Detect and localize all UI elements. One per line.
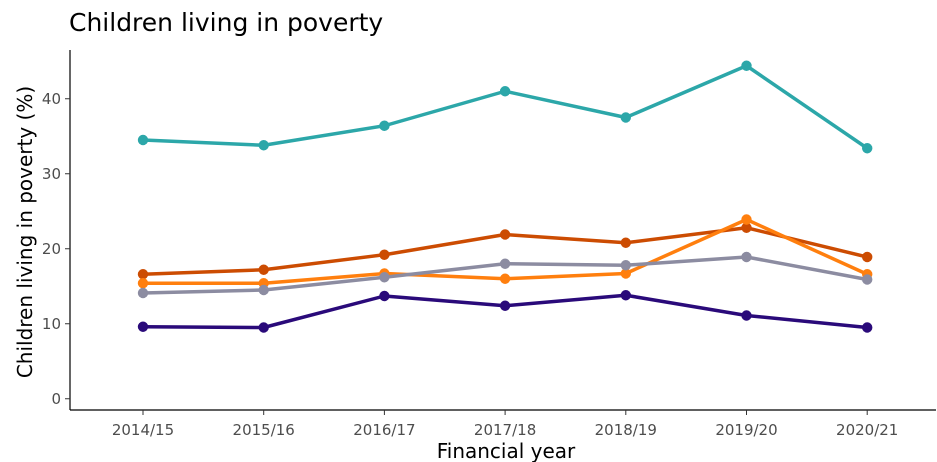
data-point-series-5 <box>137 321 149 332</box>
data-point-series-4 <box>741 251 752 263</box>
data-point-series-1 <box>741 60 752 71</box>
data-point-series-2 <box>379 249 390 260</box>
y-tick-label: 0 <box>51 390 61 408</box>
data-point-series-3 <box>741 214 752 225</box>
data-point-series-1 <box>499 86 511 97</box>
x-tick-label: 2018/19 <box>595 421 657 439</box>
data-point-series-4 <box>379 272 390 283</box>
x-tick-label: 2015/16 <box>233 421 295 439</box>
data-point-series-4 <box>499 258 511 269</box>
x-tick-label: 2020/21 <box>836 421 898 439</box>
data-point-series-3 <box>620 268 631 279</box>
data-point-series-5 <box>741 310 752 321</box>
data-point-series-5 <box>620 290 631 301</box>
ticks: 0 10 20 30 40 2014/15 2015/16 2016/17 2017/18 201… <box>42 90 898 439</box>
series-line-1 <box>141 64 869 150</box>
data-point-series-5 <box>499 300 511 311</box>
series-points <box>137 60 873 333</box>
series-line-5 <box>141 293 869 330</box>
data-point-series-1 <box>258 140 269 151</box>
data-point-series-2 <box>499 229 511 240</box>
data-point-series-2 <box>620 237 631 248</box>
data-point-series-5 <box>379 290 390 302</box>
series-lines <box>141 64 869 330</box>
data-point-series-4 <box>137 287 149 299</box>
data-point-series-2 <box>137 269 149 280</box>
x-tick-label: 2014/15 <box>112 421 174 439</box>
data-point-series-1 <box>620 112 631 123</box>
y-axis-title: Children living in poverty (%) <box>13 86 37 378</box>
x-tick-label: 2016/17 <box>353 421 415 439</box>
data-point-series-4 <box>620 260 631 271</box>
data-point-series-2 <box>258 264 269 275</box>
data-point-series-1 <box>379 120 390 131</box>
data-point-series-5 <box>258 322 269 333</box>
y-tick-label: 10 <box>42 315 61 333</box>
axes <box>69 50 936 411</box>
data-point-series-4 <box>862 274 873 285</box>
y-tick-label: 40 <box>42 90 61 108</box>
x-tick-label: 2017/18 <box>474 421 536 439</box>
data-point-series-3 <box>137 278 149 289</box>
data-point-series-1 <box>137 134 149 146</box>
y-tick-label: 20 <box>42 240 61 258</box>
data-point-series-5 <box>862 322 873 333</box>
chart-title: Children living in poverty <box>69 8 384 37</box>
x-tick-label: 2019/20 <box>715 421 777 439</box>
x-axis-title: Financial year <box>437 439 576 462</box>
data-point-series-4 <box>258 284 269 296</box>
y-tick-label: 30 <box>42 165 61 183</box>
data-point-series-2 <box>741 222 752 233</box>
data-point-series-1 <box>862 143 873 154</box>
data-point-series-2 <box>862 251 873 263</box>
data-point-series-3 <box>499 273 511 284</box>
